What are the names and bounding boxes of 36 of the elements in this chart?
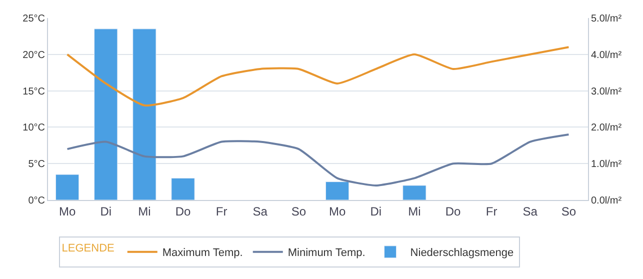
x-tick-label: Fr bbox=[216, 204, 228, 218]
y-tick-label: 0°C bbox=[28, 196, 45, 206]
y-tick-label: 10°C bbox=[22, 122, 45, 134]
x-tick-label: So bbox=[561, 204, 576, 218]
x-tick-label: Fr bbox=[486, 204, 498, 218]
x-tick-label: Sa bbox=[522, 204, 538, 218]
line-series bbox=[66, 133, 570, 186]
x-tick-label: Di bbox=[100, 204, 112, 218]
legend-title: LEGENDE bbox=[62, 242, 114, 255]
bar bbox=[402, 185, 426, 200]
y2-tick-label: 0.0l/m² bbox=[591, 196, 622, 206]
bar bbox=[325, 182, 350, 200]
x-tick-label: Di bbox=[370, 204, 382, 218]
legend-label: Minimum Temp. bbox=[288, 247, 366, 260]
x-tick-label: Do bbox=[445, 204, 461, 218]
x-tick-label: Sa bbox=[252, 204, 268, 218]
y2-tick-label: 1.0l/m² bbox=[591, 159, 622, 170]
x-tick-label: Do bbox=[175, 204, 191, 218]
x-tick-label: Mo bbox=[328, 204, 346, 218]
legend-label: Niederschlagsmenge bbox=[410, 247, 514, 260]
legend-label: Maximum Temp. bbox=[162, 247, 243, 260]
x-tick-label: So bbox=[291, 204, 306, 218]
bar bbox=[171, 178, 195, 200]
y-tick-label: 20°C bbox=[22, 50, 45, 61]
y-tick-label: 25°C bbox=[22, 14, 45, 24]
x-tick-label: Mo bbox=[58, 204, 76, 218]
y-tick-label: 15°C bbox=[22, 86, 45, 98]
y2-tick-label: 3.0l/m² bbox=[591, 86, 622, 98]
y2-tick-label: 2.0l/m² bbox=[591, 122, 622, 134]
y2-tick-label: 4.0l/m² bbox=[591, 50, 622, 61]
x-tick-label: Mi bbox=[138, 204, 151, 218]
y-tick-label: 5°C bbox=[28, 159, 45, 170]
line-series bbox=[66, 46, 570, 106]
x-tick-label: Mi bbox=[408, 204, 421, 218]
y2-tick-label: 5.0l/m² bbox=[591, 14, 622, 24]
bar bbox=[55, 174, 80, 200]
